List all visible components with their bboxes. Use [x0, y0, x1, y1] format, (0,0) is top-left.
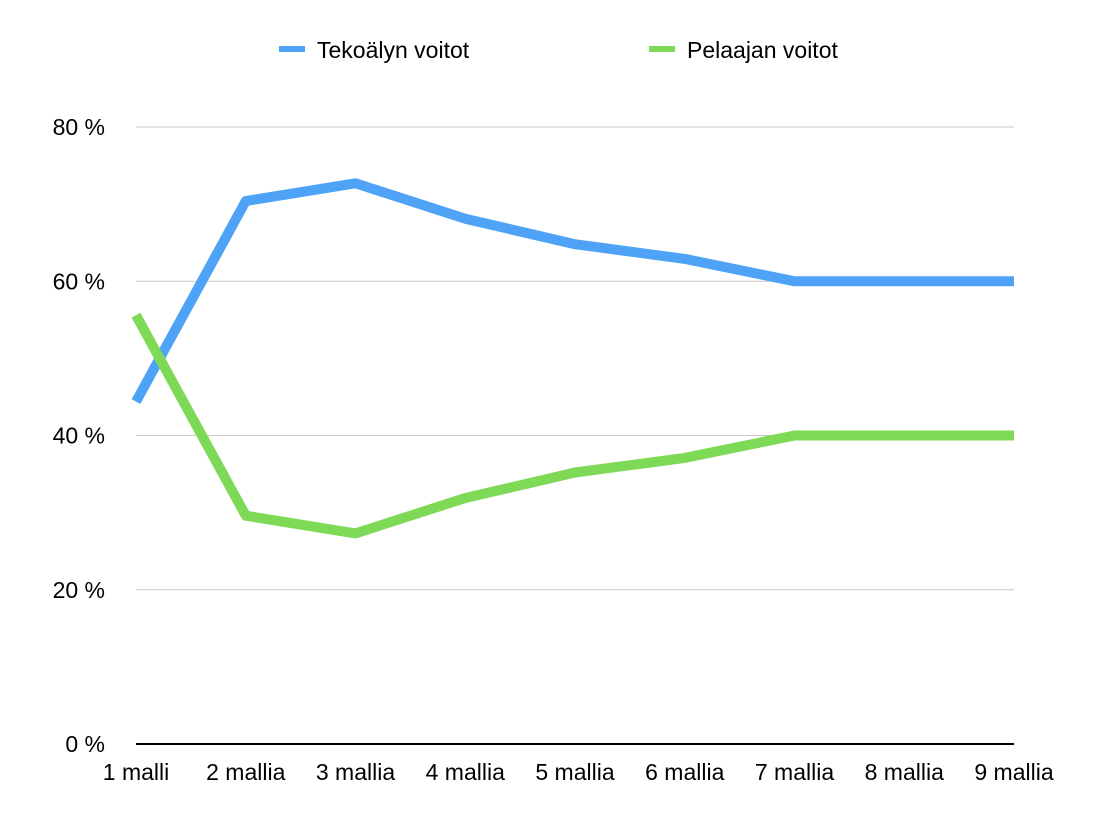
series-line-2	[131, 312, 1014, 539]
y-tick-label: 80 %	[53, 114, 105, 140]
x-tick-label: 3 mallia	[316, 759, 395, 785]
axes: 0 % 20 % 40 % 60 % 80 % 1 malli 2 mallia 3 mall…	[53, 114, 1054, 785]
series-line-1	[131, 178, 1014, 405]
x-tick-label: 1 malli	[103, 759, 169, 785]
x-tick-label: 4 mallia	[426, 759, 505, 785]
y-tick-label: 0 %	[65, 731, 105, 757]
legend-label: Tekoälyn voitot	[317, 37, 470, 63]
y-tick-label: 20 %	[53, 577, 105, 603]
y-tick-label: 40 %	[53, 423, 105, 449]
x-tick-label: 9 mallia	[974, 759, 1053, 785]
series-lines	[131, 178, 1014, 539]
y-tick-label: 60 %	[53, 268, 105, 294]
legend-label: Pelaajan voitot	[687, 37, 838, 63]
x-tick-label: 2 mallia	[206, 759, 285, 785]
legend: Tekoälyn voitot Pelaajan voitot	[279, 37, 838, 63]
x-tick-label: 6 mallia	[645, 759, 724, 785]
x-tick-label: 8 mallia	[865, 759, 944, 785]
x-tick-label: 5 mallia	[535, 759, 614, 785]
x-tick-label: 7 mallia	[755, 759, 834, 785]
